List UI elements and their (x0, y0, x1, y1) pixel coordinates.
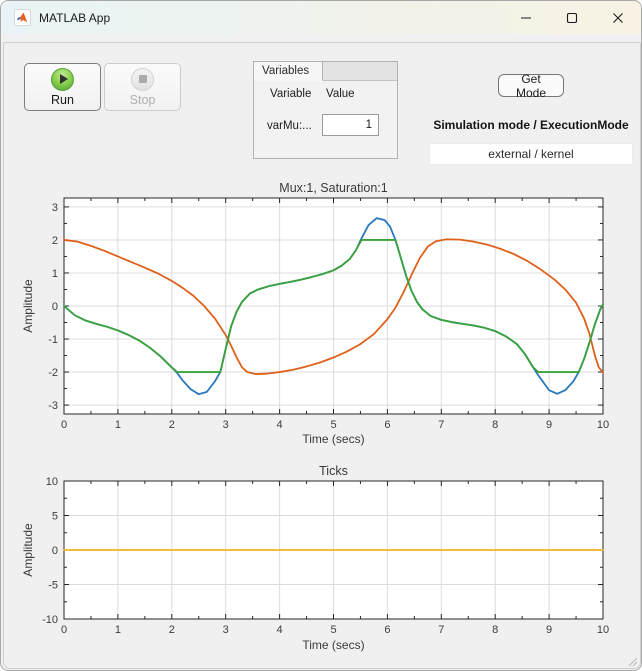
ticks-chart: 0 1 2 3 4 5 6 7 8 9 10 -10 -5 0 5 10 Ticks Time (secs) Amp… (21, 464, 609, 652)
svg-text:-10: -10 (42, 614, 58, 626)
svg-text:5: 5 (330, 419, 336, 431)
svg-text:-2: -2 (48, 367, 58, 379)
close-icon (613, 12, 623, 23)
minimize-button[interactable] (503, 1, 549, 34)
svg-text:3: 3 (223, 419, 229, 431)
run-play-icon (51, 67, 74, 91)
svg-text:Amplitude: Amplitude (21, 279, 35, 333)
svg-text:-3: -3 (48, 400, 58, 412)
matlab-logo-icon (14, 9, 31, 26)
svg-text:0: 0 (61, 624, 67, 636)
svg-text:1: 1 (115, 624, 121, 636)
variables-panel: Variables Variable Value varMu:... (253, 61, 398, 159)
resize-grip[interactable] (626, 655, 638, 667)
svg-text:10: 10 (597, 624, 609, 636)
mode-caption-label: Simulation mode / ExecutionMode (433, 118, 629, 132)
svg-text:Time (secs): Time (secs) (302, 432, 364, 446)
variables-tabbar: Variables (254, 62, 397, 81)
svg-text:10: 10 (597, 419, 609, 431)
svg-text:Amplitude: Amplitude (21, 523, 35, 577)
svg-text:1: 1 (115, 419, 121, 431)
svg-text:0: 0 (52, 545, 58, 557)
svg-text:5: 5 (330, 624, 336, 636)
svg-text:9: 9 (546, 624, 552, 636)
svg-text:9: 9 (546, 419, 552, 431)
svg-text:2: 2 (169, 624, 175, 636)
svg-text:Ticks: Ticks (319, 464, 348, 478)
window-title: MATLAB App (39, 10, 111, 25)
get-mode-button[interactable]: Get Mode (498, 72, 564, 100)
svg-text:2: 2 (52, 235, 58, 247)
svg-text:10: 10 (46, 476, 58, 488)
svg-text:4: 4 (277, 419, 283, 431)
variable-name-label: varMu:... (267, 120, 312, 132)
svg-text:3: 3 (52, 202, 58, 214)
close-button[interactable] (595, 1, 641, 34)
svg-text:8: 8 (492, 419, 498, 431)
svg-text:2: 2 (169, 419, 175, 431)
variables-table-header: Variable Value (254, 88, 397, 100)
titlebar[interactable]: MATLAB App (1, 1, 641, 34)
svg-text:-1: -1 (48, 334, 58, 346)
svg-text:0: 0 (61, 419, 67, 431)
svg-text:6: 6 (384, 419, 390, 431)
vdp-chart: 0 1 2 3 4 5 6 7 8 9 10 -3 -2 -1 0 1 2 3 Mux:1, Saturation:… (21, 181, 609, 446)
svg-text:-5: -5 (48, 580, 58, 592)
svg-text:4: 4 (277, 624, 283, 636)
minimize-icon (521, 16, 531, 19)
svg-text:7: 7 (438, 624, 444, 636)
svg-text:1: 1 (52, 268, 58, 280)
svg-text:3: 3 (223, 624, 229, 636)
tabbar-empty-area (323, 62, 397, 80)
stop-button[interactable]: Stop (104, 63, 181, 111)
maximize-button[interactable] (549, 1, 595, 34)
variable-value-field[interactable] (322, 114, 379, 136)
svg-text:0: 0 (52, 301, 58, 313)
svg-text:Mux:1, Saturation:1: Mux:1, Saturation:1 (279, 181, 387, 195)
svg-text:5: 5 (52, 511, 58, 523)
stop-square-icon (131, 67, 154, 91)
stop-button-label: Stop (129, 92, 156, 107)
svg-text:8: 8 (492, 624, 498, 636)
svg-text:Time (secs): Time (secs) (302, 638, 364, 652)
column-header-variable: Variable (270, 88, 312, 100)
run-button[interactable]: Run (24, 63, 101, 111)
run-button-label: Run (51, 92, 74, 107)
column-header-value: Value (326, 88, 355, 100)
mode-value-field[interactable] (429, 143, 633, 165)
maximize-icon (566, 12, 578, 23)
svg-text:6: 6 (384, 624, 390, 636)
svg-text:7: 7 (438, 419, 444, 431)
tab-variables[interactable]: Variables (254, 62, 323, 81)
